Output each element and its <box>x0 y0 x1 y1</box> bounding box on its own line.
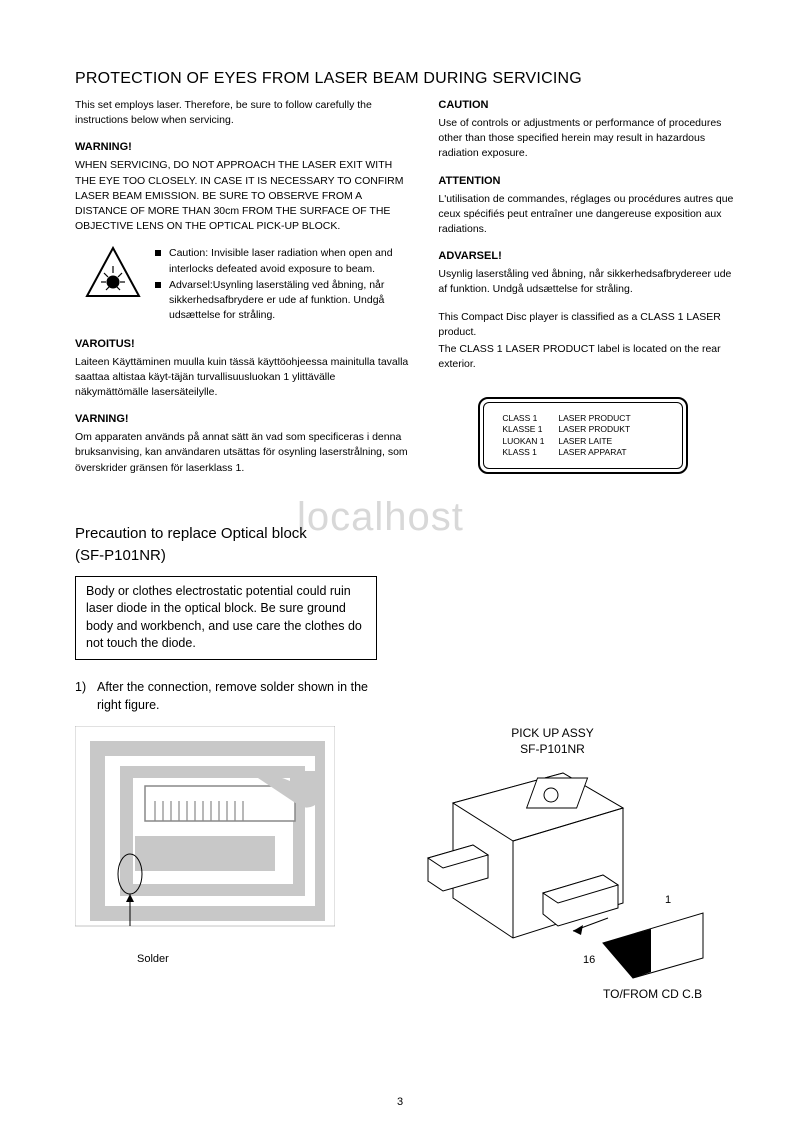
step-1: 1) After the connection, remove solder s… <box>75 678 740 714</box>
precaution-section: localhost Precaution to replace Optical … <box>75 523 740 1008</box>
pcb-svg <box>75 726 335 946</box>
triangle-caution-block: Caution: Invisible laser radiation when … <box>85 246 408 324</box>
bullet-text-2: Advarsel:Usynling laserstäling ved åbnin… <box>169 278 408 324</box>
class1-para2: The CLASS 1 LASER PRODUCT label is locat… <box>438 342 740 372</box>
class1-label-box: CLASS 1LASER PRODUCT KLASSE 1LASER PRODU… <box>478 397 688 473</box>
warning-heading: WARNING! <box>75 140 408 156</box>
right-column: CAUTION Use of controls or adjustments o… <box>438 98 740 488</box>
step-number: 1) <box>75 678 97 714</box>
laser-warning-icon <box>85 246 141 298</box>
pcb-diagram: Solder <box>75 726 355 1008</box>
intro-text: This set employs laser. Therefore, be su… <box>75 98 408 128</box>
step-text: After the connection, remove solder show… <box>97 678 387 714</box>
tofrom-label: TO/FROM CD C.B <box>603 987 702 1001</box>
warning-body: WHEN SERVICING, DO NOT APPROACH THE LASE… <box>75 158 408 234</box>
caution-heading: CAUTION <box>438 98 740 114</box>
varning-body: Om apparaten används på annat sätt än va… <box>75 430 408 476</box>
class1-cell: LASER APPARAT <box>558 447 626 458</box>
pickup-title-1: PICK UP ASSY <box>511 726 593 740</box>
attention-heading: ATTENTION <box>438 174 740 190</box>
page-title: PROTECTION OF EYES FROM LASER BEAM DURIN… <box>75 70 740 88</box>
precaution-title-line2: (SF-P101NR) <box>75 547 166 564</box>
class1-cell: LASER PRODUCT <box>558 413 630 424</box>
bullet-icon <box>155 282 161 288</box>
solder-label: Solder <box>137 953 355 965</box>
pin-1-label: 1 <box>665 894 671 906</box>
pickup-diagram: PICK UP ASSY SF-P101NR 1 <box>365 726 740 1008</box>
pin-16-label: 16 <box>583 954 595 966</box>
page-number: 3 <box>397 1096 403 1108</box>
precaution-title-line1: Precaution to replace Optical block <box>75 525 307 542</box>
class1-cell: KLASS 1 <box>502 447 558 458</box>
bullet-icon <box>155 250 161 256</box>
attention-body: L'utilisation de commandes, réglages ou … <box>438 192 740 238</box>
class1-cell: LASER LAITE <box>558 436 612 447</box>
varoitus-body: Laiteen Käyttäminen muulla kuin tässä kä… <box>75 355 408 401</box>
precaution-title: Precaution to replace Optical block (SF-… <box>75 523 740 568</box>
class1-cell: LASER PRODUKT <box>558 424 630 435</box>
two-column-layout: This set employs laser. Therefore, be su… <box>75 98 740 488</box>
pickup-title-2: SF-P101NR <box>520 742 585 756</box>
advarsel-heading: ADVARSEL! <box>438 249 740 265</box>
pickup-svg: 1 16 TO/FROM CD C.B <box>393 763 713 1003</box>
class1-para1: This Compact Disc player is classified a… <box>438 310 740 340</box>
class1-cell: LUOKAN 1 <box>502 436 558 447</box>
class1-cell: KLASSE 1 <box>502 424 558 435</box>
bullet-text-1: Caution: Invisible laser radiation when … <box>169 246 408 276</box>
class1-cell: CLASS 1 <box>502 413 558 424</box>
advarsel-body: Usynlig laserståling ved åbning, når sik… <box>438 267 740 297</box>
varning-heading: VARNING! <box>75 412 408 428</box>
caution-bullets: Caution: Invisible laser radiation when … <box>155 246 408 324</box>
precaution-warning-box: Body or clothes electrostatic potential … <box>75 576 377 660</box>
left-column: This set employs laser. Therefore, be su… <box>75 98 408 488</box>
caution-body: Use of controls or adjustments or perfor… <box>438 116 740 162</box>
diagram-row: Solder PICK UP ASSY SF-P101NR <box>75 726 740 1008</box>
varoitus-heading: VAROITUS! <box>75 337 408 353</box>
